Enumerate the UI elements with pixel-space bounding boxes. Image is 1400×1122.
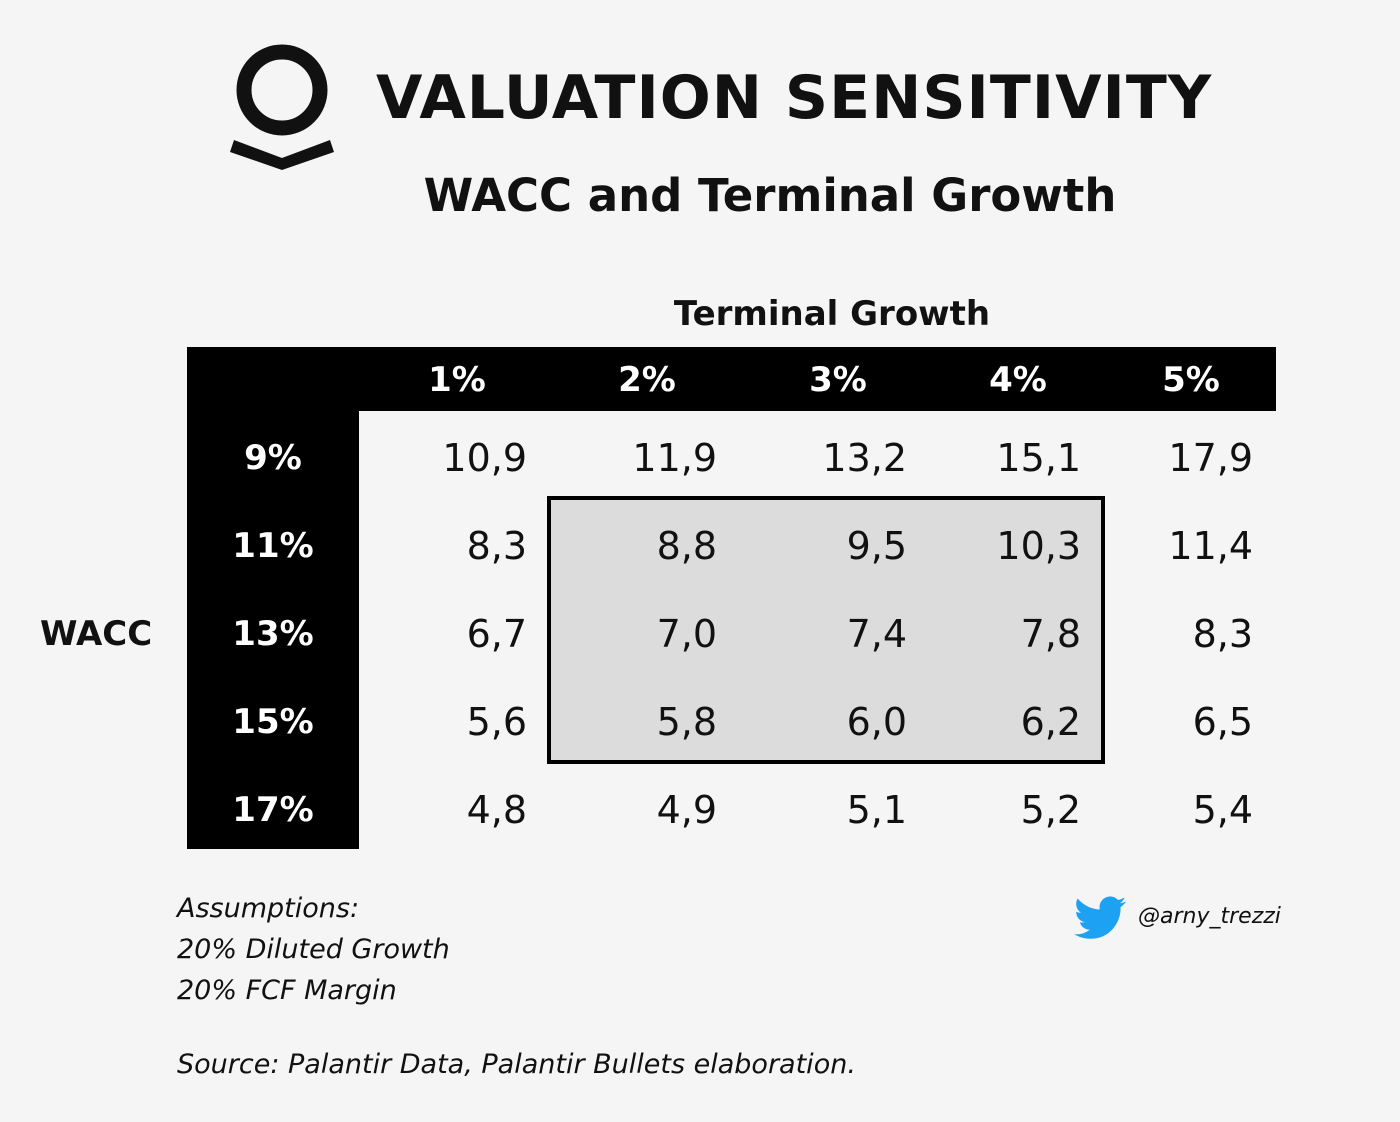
- row-header-tick: 15%: [232, 702, 314, 742]
- table-cell: 8,8: [656, 524, 717, 568]
- table-cell: 11,9: [632, 436, 717, 480]
- page-subtitle: WACC and Terminal Growth: [423, 169, 1117, 222]
- highlight-box: [547, 496, 1105, 764]
- table-cell: 6,2: [1020, 700, 1081, 744]
- twitter-handle: @arny_trezzi: [1138, 904, 1281, 929]
- column-header-tick: 2%: [618, 360, 676, 400]
- assumptions-heading: Assumptions:: [177, 893, 360, 924]
- column-header-tick: 4%: [989, 360, 1047, 400]
- row-header-tick: 11%: [232, 526, 314, 566]
- table-cell: 7,4: [846, 612, 907, 656]
- column-header-bar: [187, 347, 1276, 411]
- table-cell: 9,5: [846, 524, 907, 568]
- table-cell: 5,2: [1020, 788, 1081, 832]
- table-cell: 5,6: [466, 700, 527, 744]
- table-cell: 10,3: [996, 524, 1081, 568]
- table-cell: 6,5: [1192, 700, 1253, 744]
- table-cell: 17,9: [1168, 436, 1253, 480]
- table-cell: 5,1: [846, 788, 907, 832]
- terminal-growth-axis-label: Terminal Growth: [673, 294, 991, 334]
- table-cell: 13,2: [822, 436, 907, 480]
- table-cell: 8,3: [1192, 612, 1253, 656]
- table-cell: 8,3: [466, 524, 527, 568]
- table-cell: 7,0: [656, 612, 717, 656]
- table-cell: 6,0: [846, 700, 907, 744]
- table-cell: 4,8: [466, 788, 527, 832]
- table-cell: 5,8: [656, 700, 717, 744]
- page-title: VALUATION SENSITIVITY: [376, 63, 1213, 133]
- table-cell: 5,4: [1192, 788, 1253, 832]
- assumptions-notes: Assumptions: 20% Diluted Growth 20% FCF …: [177, 888, 450, 1011]
- row-header-tick: 13%: [232, 614, 314, 654]
- table-cell: 7,8: [1020, 612, 1081, 656]
- assumption-diluted-growth: 20% Diluted Growth: [177, 934, 450, 965]
- column-header-tick: 1%: [428, 360, 486, 400]
- table-cell: 10,9: [442, 436, 527, 480]
- column-header-tick: 3%: [809, 360, 867, 400]
- table-cell: 4,9: [656, 788, 717, 832]
- wacc-axis-label: WACC: [40, 614, 153, 654]
- assumption-fcf-margin: 20% FCF Margin: [177, 975, 397, 1006]
- row-header-tick: 17%: [232, 790, 314, 830]
- palantir-logo-icon: [230, 44, 334, 170]
- table-cell: 11,4: [1168, 524, 1253, 568]
- row-header-bar: [187, 347, 359, 849]
- table-cell: 15,1: [996, 436, 1081, 480]
- source-note: Source: Palantir Data, Palantir Bullets …: [177, 1049, 856, 1080]
- row-header-tick: 9%: [244, 438, 302, 478]
- table-cell: 6,7: [466, 612, 527, 656]
- twitter-icon: [1074, 896, 1126, 939]
- column-header-tick: 5%: [1162, 360, 1220, 400]
